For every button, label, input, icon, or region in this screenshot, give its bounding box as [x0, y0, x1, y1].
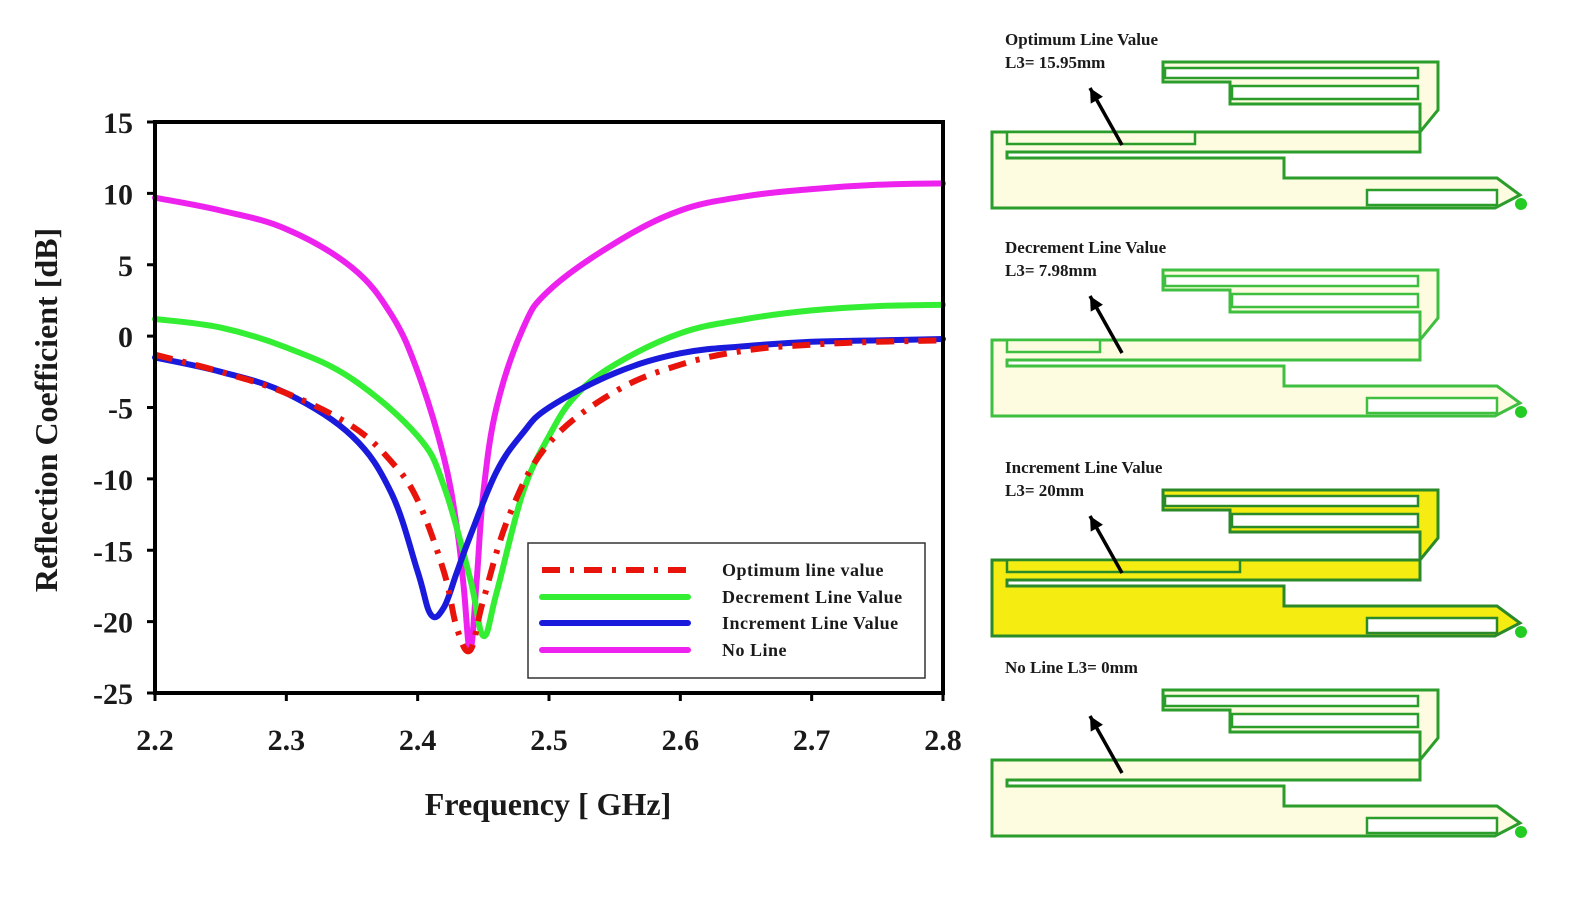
y-tick-label: 0 — [118, 321, 133, 354]
antenna-slot — [1230, 292, 1420, 309]
antenna-panel-increment: Increment Line Value L3= 20mm — [990, 458, 1527, 638]
x-tick-label: 2.3 — [268, 724, 306, 757]
series-line-3 — [152, 180, 946, 654]
legend-label: No Line — [722, 640, 787, 660]
legend-label: Optimum line value — [722, 560, 884, 580]
y-tick-label: -20 — [93, 607, 133, 640]
antenna-slot — [1365, 188, 1499, 207]
y-tick-label: 15 — [103, 107, 133, 140]
antenna-panels: Optimum Line Value L3= 15.95mm Decrement L… — [990, 30, 1527, 838]
arrow-head-icon — [1090, 296, 1103, 312]
series-line-2 — [152, 336, 946, 621]
arrow-head-icon — [1090, 716, 1103, 732]
antenna-slot — [1163, 66, 1420, 80]
legend-box — [527, 542, 926, 679]
feed-point — [1515, 198, 1527, 210]
x-tick-label: 2.7 — [793, 724, 831, 757]
feed-point — [1515, 406, 1527, 418]
y-tick-label: -5 — [108, 393, 133, 426]
arrow-head-icon — [1090, 88, 1103, 104]
y-tick-label: 5 — [118, 250, 133, 283]
antenna-slot — [1230, 712, 1420, 729]
y-tick-label: -25 — [93, 678, 133, 711]
panel-value: L3= 15.95mm — [1005, 53, 1105, 72]
panel-title: Increment Line Value — [1005, 458, 1163, 477]
y-tick-label: -15 — [93, 535, 133, 568]
y-axis-label: Reflection Coefficient [dB] — [28, 228, 64, 592]
antenna-panel-optimum: Optimum Line Value L3= 15.95mm — [990, 30, 1527, 210]
feed-point — [1515, 626, 1527, 638]
arrow-head-icon — [1090, 516, 1103, 532]
antenna-slot — [1163, 274, 1420, 288]
legend-label: Increment Line Value — [722, 613, 899, 633]
x-tick-label: 2.6 — [662, 724, 700, 757]
series-line-1 — [152, 301, 946, 639]
panel-title: Decrement Line Value — [1005, 238, 1167, 257]
axis-ticks: 2.2 2.3 2.4 2.5 2.6 2.7 2.8 15 10 5 0 -5 -10 -15 -20 -2… — [93, 107, 962, 757]
plot-frame — [153, 120, 945, 695]
antenna-outline — [990, 688, 1523, 838]
panel-title: Optimum Line Value — [1005, 30, 1158, 49]
feed-point — [1515, 826, 1527, 838]
series-line-0 — [154, 337, 944, 655]
tuning-line — [1005, 338, 1102, 354]
x-tick-label: 2.8 — [924, 724, 962, 757]
y-tick-label: 10 — [103, 178, 133, 211]
panel-title: No Line L3= 0mm — [1005, 658, 1138, 677]
antenna-slot — [1365, 616, 1499, 635]
x-tick-label: 2.2 — [136, 724, 174, 757]
antenna-panel-noline: No Line L3= 0mm — [990, 658, 1527, 838]
x-axis-label: Frequency [ GHz] — [425, 786, 671, 822]
tuning-line — [1005, 130, 1197, 146]
legend: Optimum line value Decrement Line Value In… — [527, 542, 926, 679]
antenna-slot — [1230, 84, 1420, 101]
antenna-slot — [1365, 396, 1499, 415]
curves — [152, 180, 946, 655]
x-tick-label: 2.4 — [399, 724, 437, 757]
legend-label: Decrement Line Value — [722, 587, 903, 607]
antenna-slot — [1163, 694, 1420, 708]
antenna-panel-decrement: Decrement Line Value L3= 7.98mm — [990, 238, 1527, 418]
tuning-line — [1005, 558, 1242, 574]
panel-value: L3= 7.98mm — [1005, 261, 1097, 280]
x-tick-label: 2.5 — [530, 724, 568, 757]
antenna-slot — [1230, 512, 1420, 529]
y-tick-label: -10 — [93, 464, 133, 497]
antenna-slot — [1365, 816, 1499, 835]
antenna-slot — [1163, 494, 1420, 508]
panel-value: L3= 20mm — [1005, 481, 1084, 500]
